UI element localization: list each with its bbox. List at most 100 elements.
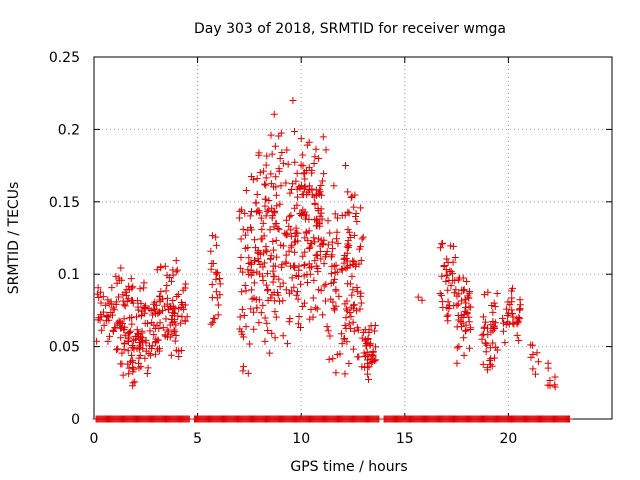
data-point-marker bbox=[119, 371, 127, 379]
data-point-marker bbox=[261, 202, 269, 210]
data-point-marker bbox=[508, 306, 516, 314]
data-point-marker bbox=[262, 174, 270, 182]
data-point-marker bbox=[265, 196, 273, 204]
data-point-marker bbox=[303, 141, 311, 149]
data-point-marker bbox=[93, 337, 101, 345]
data-point-marker bbox=[301, 261, 309, 269]
data-point-marker bbox=[242, 287, 250, 295]
data-point-marker bbox=[207, 265, 215, 273]
data-point-marker bbox=[275, 225, 283, 233]
data-point-marker bbox=[129, 299, 137, 307]
data-point-marker bbox=[264, 326, 272, 334]
data-point-marker bbox=[285, 247, 293, 255]
data-point-marker bbox=[479, 360, 487, 368]
data-point-marker bbox=[356, 292, 364, 300]
data-point-marker bbox=[169, 297, 177, 305]
data-point-marker bbox=[515, 314, 523, 322]
data-point-marker bbox=[487, 321, 495, 329]
data-point-marker bbox=[291, 248, 299, 256]
data-point-marker bbox=[310, 234, 318, 242]
data-point-marker bbox=[214, 301, 222, 309]
data-point-marker bbox=[172, 268, 180, 276]
data-point-marker bbox=[245, 254, 253, 262]
data-point-marker bbox=[166, 321, 174, 329]
data-point-marker bbox=[268, 214, 276, 222]
data-point-marker bbox=[289, 180, 297, 188]
data-point-marker bbox=[237, 235, 245, 243]
data-point-marker bbox=[244, 226, 252, 234]
data-point-marker bbox=[146, 327, 154, 335]
data-point-marker bbox=[110, 306, 118, 314]
data-point-marker bbox=[508, 294, 516, 302]
data-point-marker bbox=[159, 324, 167, 332]
data-point-marker bbox=[285, 318, 293, 326]
data-point-marker bbox=[490, 322, 498, 330]
data-point-marker bbox=[321, 297, 329, 305]
data-point-marker bbox=[566, 415, 574, 423]
data-point-marker bbox=[129, 283, 137, 291]
data-point-marker bbox=[315, 286, 323, 294]
data-point-marker bbox=[532, 370, 540, 378]
data-point-marker bbox=[364, 370, 372, 378]
data-point-marker bbox=[341, 321, 349, 329]
data-point-marker bbox=[238, 288, 246, 296]
data-point-marker bbox=[357, 299, 365, 307]
data-point-marker bbox=[163, 294, 171, 302]
data-point-marker bbox=[99, 293, 107, 301]
data-point-marker bbox=[121, 288, 129, 296]
data-point-marker bbox=[252, 244, 260, 252]
x-tick-label: 10 bbox=[292, 431, 310, 447]
data-point-marker bbox=[335, 292, 343, 300]
data-point-marker bbox=[307, 306, 315, 314]
data-point-marker bbox=[256, 169, 264, 177]
data-point-marker bbox=[118, 319, 126, 327]
data-point-marker bbox=[332, 369, 340, 377]
data-point-marker bbox=[256, 209, 264, 217]
data-point-marker bbox=[137, 299, 145, 307]
data-point-marker bbox=[255, 319, 263, 327]
data-point-marker bbox=[445, 305, 453, 313]
data-point-marker bbox=[131, 378, 139, 386]
data-point-marker bbox=[173, 266, 181, 274]
data-point-marker bbox=[334, 239, 342, 247]
data-point-marker bbox=[105, 316, 113, 324]
data-point-marker bbox=[329, 245, 337, 253]
data-point-marker bbox=[256, 260, 264, 268]
data-point-marker bbox=[317, 255, 325, 263]
data-point-marker bbox=[306, 315, 314, 323]
data-point-marker bbox=[172, 257, 180, 265]
data-point-marker bbox=[454, 311, 462, 319]
y-tick-label: 0.2 bbox=[58, 122, 80, 138]
data-point-marker bbox=[133, 326, 141, 334]
data-point-marker bbox=[483, 341, 491, 349]
data-point-marker bbox=[345, 320, 353, 328]
data-point-marker bbox=[275, 132, 283, 140]
data-point-marker bbox=[293, 169, 301, 177]
data-point-marker bbox=[346, 261, 354, 269]
data-point-marker bbox=[322, 280, 330, 288]
data-point-marker bbox=[270, 223, 278, 231]
data-point-marker bbox=[338, 266, 346, 274]
data-point-marker bbox=[251, 236, 259, 244]
data-point-marker bbox=[313, 305, 321, 313]
data-point-marker bbox=[250, 279, 258, 287]
data-point-marker bbox=[275, 275, 283, 283]
data-point-marker bbox=[515, 336, 523, 344]
data-point-marker bbox=[168, 277, 176, 285]
data-point-marker bbox=[333, 235, 341, 243]
data-point-marker bbox=[121, 302, 129, 310]
data-point-marker bbox=[276, 283, 284, 291]
data-point-marker bbox=[311, 257, 319, 265]
x-tick-label: 5 bbox=[193, 431, 202, 447]
data-point-marker bbox=[265, 206, 273, 214]
data-point-marker bbox=[306, 270, 314, 278]
data-point-marker bbox=[444, 286, 452, 294]
data-point-marker bbox=[126, 327, 134, 335]
data-point-marker bbox=[161, 262, 169, 270]
data-point-marker bbox=[238, 206, 246, 214]
data-point-marker bbox=[491, 354, 499, 362]
data-point-marker bbox=[459, 274, 467, 282]
data-point-marker bbox=[292, 224, 300, 232]
data-point-marker bbox=[244, 369, 252, 377]
data-point-marker bbox=[461, 307, 469, 315]
